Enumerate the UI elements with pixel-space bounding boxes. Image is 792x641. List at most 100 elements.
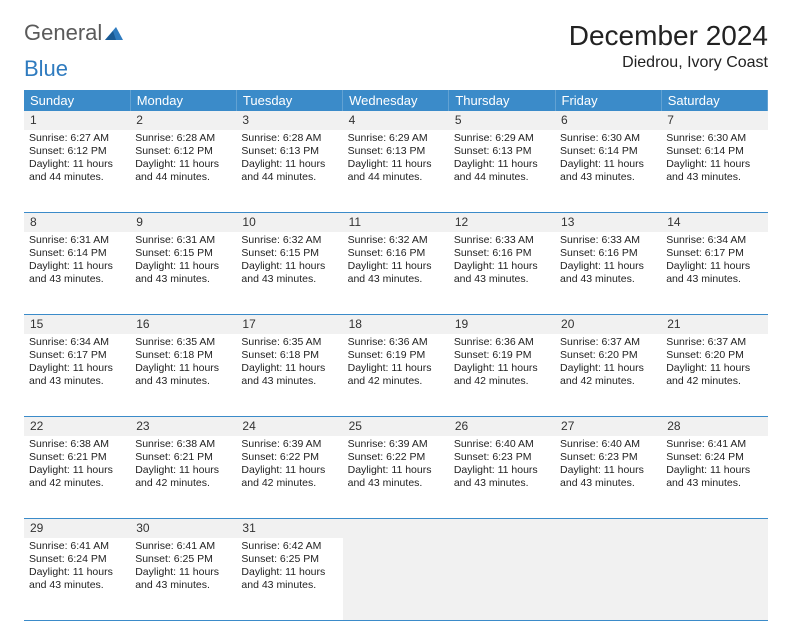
day1-text: Daylight: 11 hours: [454, 464, 550, 477]
day2-text: and 43 minutes.: [560, 273, 656, 286]
sunrise-text: Sunrise: 6:40 AM: [454, 438, 550, 451]
sunset-text: Sunset: 6:17 PM: [29, 349, 125, 362]
day2-text: and 43 minutes.: [348, 273, 444, 286]
weekday-header: Sunday: [24, 90, 130, 111]
day-number: 1: [24, 111, 130, 130]
sunset-text: Sunset: 6:20 PM: [560, 349, 656, 362]
weekday-header: Monday: [130, 90, 236, 111]
day-number: 27: [555, 417, 661, 437]
day2-text: and 44 minutes.: [135, 171, 231, 184]
day1-text: Daylight: 11 hours: [241, 158, 337, 171]
day-cell: Sunrise: 6:36 AMSunset: 6:19 PMDaylight:…: [343, 334, 449, 417]
sunrise-text: Sunrise: 6:36 AM: [348, 336, 444, 349]
day1-text: Daylight: 11 hours: [348, 362, 444, 375]
day2-text: and 42 minutes.: [560, 375, 656, 388]
sunrise-text: Sunrise: 6:37 AM: [666, 336, 762, 349]
sunset-text: Sunset: 6:20 PM: [666, 349, 762, 362]
sunrise-text: Sunrise: 6:39 AM: [241, 438, 337, 451]
day-cell: Sunrise: 6:42 AMSunset: 6:25 PMDaylight:…: [236, 538, 342, 621]
day-number: 29: [24, 519, 130, 539]
sunrise-text: Sunrise: 6:28 AM: [135, 132, 231, 145]
day2-text: and 44 minutes.: [348, 171, 444, 184]
calendar-table: Sunday Monday Tuesday Wednesday Thursday…: [24, 90, 768, 621]
day-number: 10: [236, 213, 342, 233]
day2-text: and 43 minutes.: [666, 273, 762, 286]
sunset-text: Sunset: 6:16 PM: [560, 247, 656, 260]
sunset-text: Sunset: 6:21 PM: [29, 451, 125, 464]
day-cell: Sunrise: 6:31 AMSunset: 6:14 PMDaylight:…: [24, 232, 130, 315]
day-cell: Sunrise: 6:30 AMSunset: 6:14 PMDaylight:…: [661, 130, 767, 213]
day-cell: Sunrise: 6:36 AMSunset: 6:19 PMDaylight:…: [449, 334, 555, 417]
day-cell: Sunrise: 6:27 AMSunset: 6:12 PMDaylight:…: [24, 130, 130, 213]
day1-text: Daylight: 11 hours: [135, 464, 231, 477]
day-number: 23: [130, 417, 236, 437]
day-number: 22: [24, 417, 130, 437]
sunrise-text: Sunrise: 6:39 AM: [348, 438, 444, 451]
sunset-text: Sunset: 6:14 PM: [29, 247, 125, 260]
sunrise-text: Sunrise: 6:31 AM: [29, 234, 125, 247]
weekday-header: Wednesday: [343, 90, 449, 111]
day-cell: Sunrise: 6:38 AMSunset: 6:21 PMDaylight:…: [130, 436, 236, 519]
day-number-row: 1234567: [24, 111, 768, 130]
logo-triangle-icon: [104, 25, 124, 41]
day-number: 19: [449, 315, 555, 335]
day-number: 25: [343, 417, 449, 437]
sunrise-text: Sunrise: 6:32 AM: [241, 234, 337, 247]
day2-text: and 42 minutes.: [241, 477, 337, 490]
sunrise-text: Sunrise: 6:29 AM: [348, 132, 444, 145]
day-number: 9: [130, 213, 236, 233]
day2-text: and 42 minutes.: [454, 375, 550, 388]
day-number: 14: [661, 213, 767, 233]
month-title: December 2024: [569, 20, 768, 52]
day1-text: Daylight: 11 hours: [454, 362, 550, 375]
day1-text: Daylight: 11 hours: [241, 362, 337, 375]
sunrise-text: Sunrise: 6:40 AM: [560, 438, 656, 451]
day-cell: Sunrise: 6:41 AMSunset: 6:24 PMDaylight:…: [661, 436, 767, 519]
sunrise-text: Sunrise: 6:33 AM: [560, 234, 656, 247]
day2-text: and 43 minutes.: [241, 273, 337, 286]
sunset-text: Sunset: 6:23 PM: [560, 451, 656, 464]
sunset-text: Sunset: 6:17 PM: [666, 247, 762, 260]
sunset-text: Sunset: 6:22 PM: [241, 451, 337, 464]
day-cell: Sunrise: 6:37 AMSunset: 6:20 PMDaylight:…: [661, 334, 767, 417]
day1-text: Daylight: 11 hours: [560, 464, 656, 477]
sunset-text: Sunset: 6:25 PM: [241, 553, 337, 566]
day2-text: and 44 minutes.: [241, 171, 337, 184]
day-cell: [449, 538, 555, 621]
sunrise-text: Sunrise: 6:36 AM: [454, 336, 550, 349]
day1-text: Daylight: 11 hours: [348, 464, 444, 477]
sunrise-text: Sunrise: 6:34 AM: [666, 234, 762, 247]
day-number: 2: [130, 111, 236, 130]
day-cell: Sunrise: 6:33 AMSunset: 6:16 PMDaylight:…: [555, 232, 661, 315]
sunset-text: Sunset: 6:25 PM: [135, 553, 231, 566]
day2-text: and 43 minutes.: [29, 273, 125, 286]
day-number: 15: [24, 315, 130, 335]
day-number: 11: [343, 213, 449, 233]
sunrise-text: Sunrise: 6:38 AM: [135, 438, 231, 451]
sunset-text: Sunset: 6:19 PM: [454, 349, 550, 362]
day-number-row: 891011121314: [24, 213, 768, 233]
day1-text: Daylight: 11 hours: [454, 260, 550, 273]
day1-text: Daylight: 11 hours: [560, 362, 656, 375]
sunrise-text: Sunrise: 6:41 AM: [135, 540, 231, 553]
day-cell: Sunrise: 6:32 AMSunset: 6:15 PMDaylight:…: [236, 232, 342, 315]
day1-text: Daylight: 11 hours: [29, 260, 125, 273]
sunset-text: Sunset: 6:21 PM: [135, 451, 231, 464]
day-cell: Sunrise: 6:41 AMSunset: 6:25 PMDaylight:…: [130, 538, 236, 621]
day-content-row: Sunrise: 6:34 AMSunset: 6:17 PMDaylight:…: [24, 334, 768, 417]
day-number: 17: [236, 315, 342, 335]
day-number: [343, 519, 449, 539]
day2-text: and 43 minutes.: [666, 171, 762, 184]
day-number: [449, 519, 555, 539]
day-cell: Sunrise: 6:29 AMSunset: 6:13 PMDaylight:…: [449, 130, 555, 213]
sunrise-text: Sunrise: 6:29 AM: [454, 132, 550, 145]
day-number: 4: [343, 111, 449, 130]
day1-text: Daylight: 11 hours: [560, 158, 656, 171]
day-number: 13: [555, 213, 661, 233]
day-cell: Sunrise: 6:40 AMSunset: 6:23 PMDaylight:…: [555, 436, 661, 519]
logo: General: [24, 20, 124, 46]
sunset-text: Sunset: 6:13 PM: [241, 145, 337, 158]
day1-text: Daylight: 11 hours: [29, 362, 125, 375]
day2-text: and 43 minutes.: [29, 579, 125, 592]
day-cell: Sunrise: 6:31 AMSunset: 6:15 PMDaylight:…: [130, 232, 236, 315]
